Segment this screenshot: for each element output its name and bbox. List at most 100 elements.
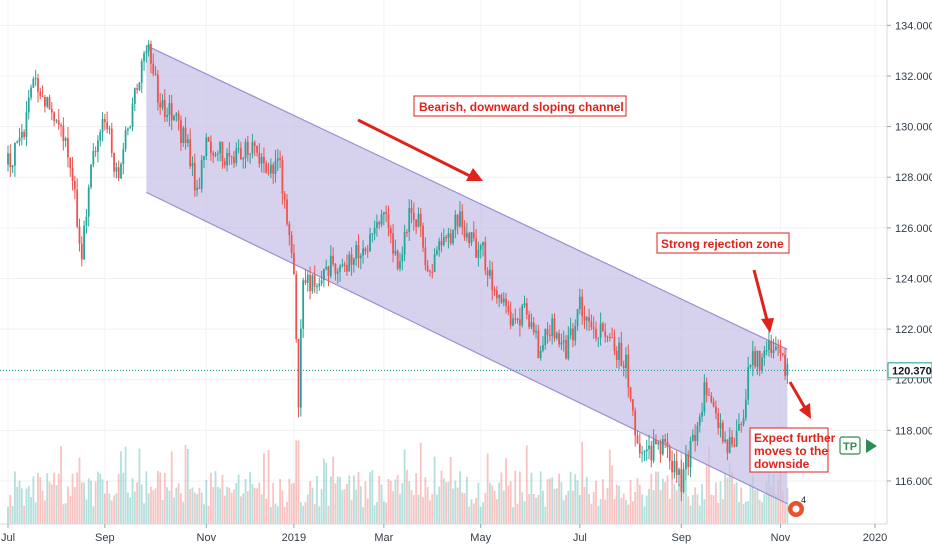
volume-bar	[258, 482, 261, 524]
price-axis[interactable]: 116.000118.000120.000122.000124.000126.0…	[887, 20, 932, 488]
rejection-annotation[interactable]: Strong rejection zone	[656, 232, 790, 254]
candle-body	[71, 167, 74, 181]
volume-bar	[666, 475, 669, 524]
candle-body	[246, 141, 249, 155]
volume-bar	[615, 484, 618, 524]
volume-bar	[57, 473, 60, 524]
candle-body	[242, 158, 245, 160]
volume-bar	[378, 475, 381, 524]
candle-body	[161, 99, 164, 108]
candle-body	[652, 439, 655, 461]
volume-bar	[170, 451, 173, 524]
y-tick-label: 118.000	[895, 425, 932, 437]
volume-bar	[16, 486, 19, 524]
candle-body	[380, 214, 383, 225]
volume-bar	[23, 505, 26, 524]
x-tick-label: 2019	[282, 532, 306, 544]
volume-bar	[774, 494, 777, 524]
candle-body	[756, 350, 759, 367]
volume-bar	[696, 494, 699, 524]
volume-bar	[445, 482, 448, 524]
candle-body	[581, 296, 584, 317]
volume-bar	[438, 486, 441, 524]
candle-body	[426, 265, 429, 272]
volume-bar	[355, 489, 358, 524]
volume-bar	[461, 492, 464, 524]
volume-bar	[682, 476, 685, 524]
candle-body	[583, 316, 586, 321]
volume-bar	[138, 448, 141, 524]
volume-bar	[180, 493, 182, 524]
volume-bar	[518, 471, 521, 524]
volume-bar	[184, 445, 187, 524]
volume-bar	[85, 499, 88, 524]
candle-body	[313, 275, 316, 287]
volume-bar	[83, 482, 85, 524]
candle-body	[602, 323, 604, 332]
candle-body	[456, 214, 459, 227]
candle-body	[535, 330, 537, 333]
candle-body	[138, 82, 141, 90]
volume-bar	[756, 488, 759, 524]
candle-body	[761, 357, 763, 371]
y-tick-label: 130.000	[895, 122, 932, 134]
volume-bar	[636, 477, 639, 524]
volume-bar	[456, 487, 459, 524]
volume-bar	[318, 506, 321, 524]
volume-bar	[286, 501, 288, 524]
volume-bar	[731, 471, 733, 524]
candle-body	[69, 157, 72, 168]
candle-body	[295, 274, 298, 340]
candle-body	[673, 460, 676, 473]
volume-bar	[419, 442, 422, 524]
volume-bar	[608, 449, 611, 524]
volume-bar	[553, 488, 556, 524]
candle-body	[585, 317, 588, 321]
volume-bar	[272, 482, 275, 524]
candle-body	[373, 227, 376, 234]
expect-annotation[interactable]: Expect further moves to the downside	[749, 427, 836, 473]
candle-body	[309, 274, 311, 291]
volume-bar	[479, 506, 482, 524]
time-axis[interactable]: Jul Sep Nov 2019 Mar May Jul Sep Nov 2020	[1, 524, 887, 544]
volume-bar	[468, 506, 471, 524]
candle-body	[327, 266, 330, 276]
event-badge[interactable]: 4	[788, 495, 806, 517]
volume-bar	[306, 494, 309, 524]
candle-body	[316, 286, 318, 288]
tp-marker[interactable]: TP	[839, 436, 877, 455]
volume-bar	[295, 440, 298, 524]
volume-bar	[113, 495, 115, 524]
volume-bar	[108, 493, 111, 524]
volume-bar	[631, 501, 634, 524]
candle-body	[703, 382, 706, 412]
volume-bar	[228, 487, 231, 524]
volume-bar	[364, 481, 367, 524]
candle-body	[97, 140, 99, 152]
candle-body	[419, 213, 422, 226]
candle-body	[680, 469, 683, 492]
candle-body	[631, 399, 634, 411]
volume-bar	[740, 487, 743, 524]
volume-bar	[48, 481, 51, 524]
volume-bar	[399, 493, 401, 524]
candle-body	[505, 298, 507, 306]
candle-body	[532, 322, 535, 333]
candle-body	[251, 142, 254, 154]
candle-body	[184, 127, 187, 144]
candle-body	[329, 255, 332, 276]
volume-bar	[198, 488, 201, 524]
volume-bar	[521, 492, 524, 524]
candle-body	[207, 137, 210, 142]
candle-body	[558, 333, 560, 345]
volume-bar	[650, 473, 653, 524]
volume-bar	[551, 477, 554, 524]
volume-bar	[431, 494, 434, 524]
candle-body	[385, 212, 388, 214]
candle-body	[445, 237, 448, 239]
volume-bar	[230, 492, 233, 524]
volume-bar	[7, 506, 9, 524]
volume-bar	[749, 483, 752, 524]
bearish-annotation[interactable]: Bearish, downward sloping channel	[413, 95, 627, 117]
